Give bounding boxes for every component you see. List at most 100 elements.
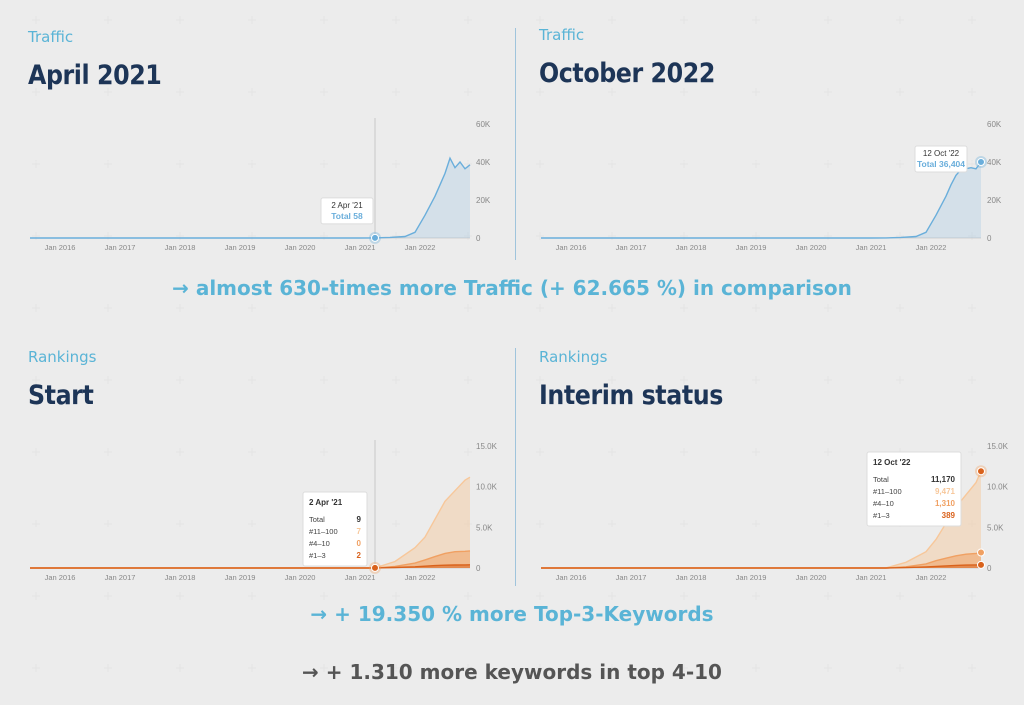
x-tick-label: Jan 2017 [616,243,647,252]
background-cross [32,592,40,600]
series-end-point [977,548,985,557]
background-cross [608,88,616,96]
background-cross [32,16,40,24]
background-cross [896,16,904,24]
x-tick-label: Jan 2017 [616,573,647,582]
x-tick-label: Jan 2021 [345,243,376,252]
background-cross [32,304,40,312]
background-cross [248,304,256,312]
x-tick-label: Jan 2022 [405,573,436,582]
background-cross [968,88,976,96]
x-tick-label: Jan 2019 [736,243,767,252]
tooltip-row-label: #1–3 [309,551,326,560]
series-line [541,161,982,239]
x-tick-label: Jan 2016 [45,243,76,252]
y-tick-label: 5.0K [987,523,1004,532]
series-area [30,564,470,568]
background-cross [536,592,544,600]
background-cross [464,304,472,312]
background-cross [176,88,184,96]
y-tick-label: 60K [987,120,1002,129]
background-cross [752,592,760,600]
tooltip-date: 2 Apr '21 [331,201,363,210]
x-tick-label: Jan 2020 [285,573,316,582]
panel-label: Traffic [28,28,74,46]
background-cross [680,304,688,312]
tooltip-row-value: 11,170 [931,475,956,484]
traffic-chart-october-2022: 60K 40K 20K 0 Jan 2016 Jan 2017 Jan 2018 Jan 20… [541,120,1002,252]
x-tick-label: Jan 2020 [796,243,827,252]
background-cross [896,304,904,312]
y-tick-label: 40K [476,158,491,167]
series-line [29,476,471,569]
series-area [541,471,981,568]
background-cross [320,304,328,312]
x-tick-label: Jan 2018 [676,573,707,582]
rankings-chart-start: 15.0K 10.0K 5.0K 0 Jan 2016 Jan 2017 Jan 2018 J… [29,440,498,582]
panel-heading: April 2021 [28,60,162,91]
x-tick-label: Jan 2020 [285,243,316,252]
tooltip-row-label: Total [309,515,325,524]
tooltip-row-value: 9 [357,515,362,524]
rankings-chart-interim: 15.0K 10.0K 5.0K 0 Jan 2016 Jan 2017 Jan 2018 J… [540,442,1009,582]
background-cross [176,16,184,24]
tooltip-row-value: 9,471 [935,487,956,496]
tooltip-row-label: #4–10 [309,539,330,548]
y-tick-label: 10.0K [987,483,1009,492]
series-area [541,564,981,568]
traffic-summary: → almost 630-times more Traffic (+ 62.66… [172,276,852,300]
background-cross [752,88,760,96]
background-cross [824,376,832,384]
y-tick-label: 0 [987,564,992,573]
tooltip-row-value: 0 [357,539,362,548]
background-cross [896,592,904,600]
background-cross [392,88,400,96]
background-cross [824,304,832,312]
background-cross [320,376,328,384]
x-tick-label: Jan 2018 [165,573,196,582]
data-point-marker [977,467,985,476]
tooltip-row-label: #4–10 [873,499,894,508]
background-cross [536,16,544,24]
background-cross [392,592,400,600]
x-tick-label: Jan 2018 [676,243,707,252]
panel-heading: Interim status [539,380,723,411]
tooltip-row-value: 389 [942,511,956,520]
background-cross [608,592,616,600]
x-tick-label: Jan 2020 [796,573,827,582]
background-cross [176,376,184,384]
background-cross [968,16,976,24]
tooltip-row-label: #1–3 [873,511,890,520]
tooltip-row-value: 7 [357,527,362,536]
background-cross [536,88,544,96]
background-cross [968,592,976,600]
x-tick-label: Jan 2022 [916,573,947,582]
series-line [30,156,471,239]
background-cross [320,88,328,96]
x-tick-label: Jan 2019 [225,243,256,252]
tooltip: 12 Oct '22 Total 11,170 #11–100 9,471 #4–10 1,… [866,451,962,527]
x-tick-label: Jan 2016 [556,573,587,582]
panel-heading: October 2022 [539,58,715,89]
background-cross [680,592,688,600]
tooltip-row-value: 1,310 [935,499,956,508]
x-tick-label: Jan 2021 [856,243,887,252]
x-tick-label: Jan 2018 [165,243,196,252]
background-cross [248,88,256,96]
background-cross [752,16,760,24]
tooltip-box [914,145,968,173]
y-tick-label: 15.0K [476,442,498,451]
background-cross [320,592,328,600]
series-area [30,158,470,238]
x-tick-label: Jan 2022 [916,243,947,252]
tooltip-box [302,491,368,567]
tooltip-row-label: Total [873,475,889,484]
background-cross [104,16,112,24]
background-cross [176,592,184,600]
background-cross [824,88,832,96]
background-cross [968,304,976,312]
y-tick-label: 10.0K [476,483,498,492]
